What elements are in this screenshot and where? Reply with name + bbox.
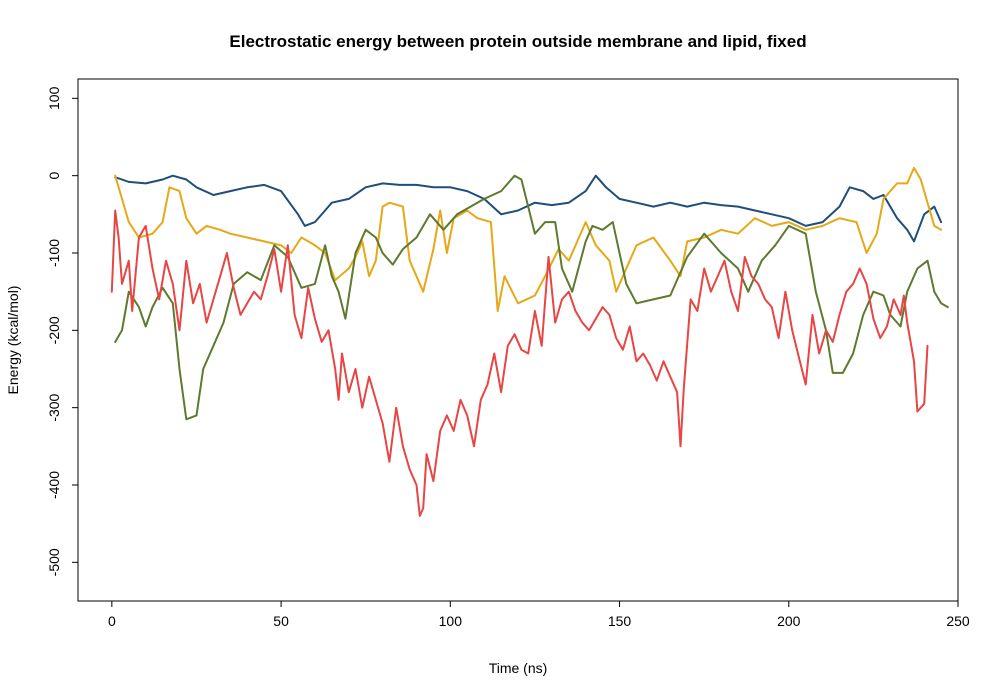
x-axis: 0 50 100 150 200 250	[108, 601, 970, 629]
x-axis-label: Time (ns)	[489, 660, 548, 676]
y-tick-label: -400	[46, 471, 62, 499]
x-tick-label: 0	[108, 613, 116, 629]
y-tick-label: 0	[46, 172, 62, 180]
x-tick-label: 200	[777, 613, 801, 629]
series-layer	[110, 166, 949, 517]
y-tick-label: -500	[46, 548, 62, 576]
plot-frame	[77, 78, 959, 602]
x-tick-label: 250	[946, 613, 970, 629]
y-axis-label: Energy (kcal/mol)	[5, 286, 21, 395]
chart-title: Electrostatic energy between protein out…	[229, 32, 806, 51]
series-line-3	[114, 174, 949, 421]
y-tick-label: -200	[46, 316, 62, 344]
series-line-1	[114, 174, 943, 243]
x-tick-label: 50	[273, 613, 289, 629]
x-tick-label: 100	[439, 613, 463, 629]
series-line-2	[114, 166, 943, 312]
y-tick-label: -100	[46, 239, 62, 267]
y-tick-label: -300	[46, 393, 62, 421]
series-line-4	[110, 209, 929, 517]
y-tick-label: 100	[46, 86, 62, 110]
y-axis: 100 0 -100 -200 -300 -400 -500	[46, 86, 78, 576]
x-tick-label: 150	[608, 613, 632, 629]
